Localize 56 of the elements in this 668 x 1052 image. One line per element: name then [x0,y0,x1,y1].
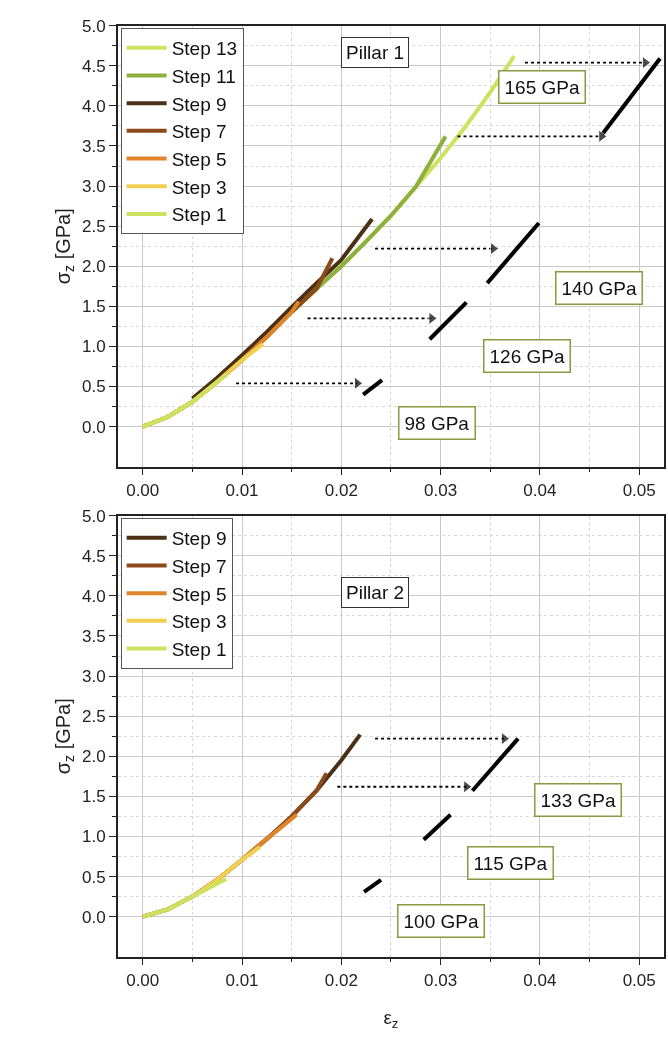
y-tick-label: 0.5 [82,867,106,887]
y-tick-label: 1.0 [82,337,106,357]
x-axis-title: ε$_{z}$ [383,1007,399,1032]
x-tick-label: 0.03 [424,480,458,500]
y-tick-label: 3.5 [82,136,106,156]
legend-label: Step 3 [171,176,227,198]
x-tick-label: 0.03 [424,970,458,990]
y-tick-label: 5.0 [82,506,106,526]
annotation: 126 GPa [489,345,565,367]
x-tick-label: 0.00 [126,480,160,500]
text: Pillar 1 [346,42,405,63]
x-tick-label: 0.05 [622,970,656,990]
annotation: 133 GPa [540,789,616,811]
legend-label: Step 5 [171,148,227,170]
x-tick-label: 0.04 [523,480,557,500]
x-tick-label: 0.00 [126,970,160,990]
y-tick-label: 1.5 [82,787,106,807]
legend-label: Step 1 [171,204,227,226]
legend-label: Step 9 [171,528,227,550]
x-tick-label: 0.02 [324,480,358,500]
y-tick-label: 3.5 [82,626,106,646]
legend-label: Step 5 [171,583,227,605]
annotation: 98 GPa [404,412,470,434]
legend-label: Step 9 [171,93,227,115]
annotation: 115 GPa [473,852,548,874]
x-tick-label: 0.05 [622,480,656,500]
x-tick-label: 0.04 [523,970,557,990]
x-tick-label: 0.01 [225,970,259,990]
y-tick-label: 1.0 [82,827,106,847]
y-tick-label: 0.5 [82,377,106,397]
annotation: 100 GPa [403,910,479,932]
y-tick-label: 4.5 [82,56,106,76]
annotation: 140 GPa [561,277,637,299]
legend-label: Step 7 [171,121,227,143]
x-tick-label: 0.01 [225,480,259,500]
y-tick-label: 0.0 [82,907,106,927]
legend-label: Step 1 [171,638,227,660]
y-tick-label: 0.0 [82,417,106,437]
legend-label: Step 3 [171,611,227,633]
legend-label: Step 11 [171,65,236,87]
legend-label: Step 7 [171,555,227,577]
y-tick-label: 2.0 [82,257,106,277]
y-tick-label: 4.0 [82,586,106,606]
y-tick-label: 5.0 [82,16,106,36]
legend-label: Step 13 [171,38,238,60]
y-tick-label: 3.0 [82,177,106,197]
text: Pillar 2 [346,582,405,603]
y-tick-label: 3.0 [82,667,106,687]
y-tick-label: 2.0 [82,747,106,767]
y-tick-label: 2.5 [82,707,106,727]
annotation: 165 GPa [504,76,580,98]
y-tick-label: 4.0 [82,96,106,116]
y-tick-label: 4.5 [82,546,106,566]
x-tick-label: 0.02 [324,970,358,990]
y-tick-label: 1.5 [82,297,106,317]
y-tick-label: 2.5 [82,217,106,237]
